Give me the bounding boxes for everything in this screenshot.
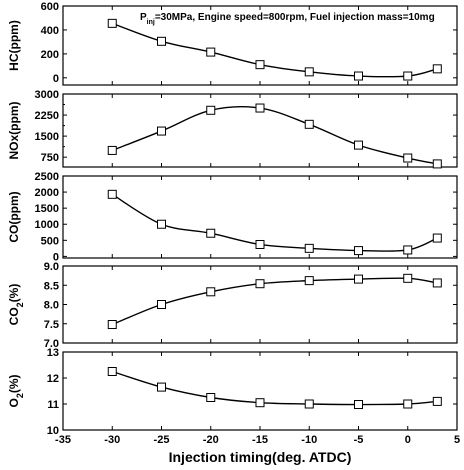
y-tick-label: 7.5: [44, 319, 59, 331]
data-point-marker: [107, 145, 117, 155]
data-point-marker: [157, 382, 166, 392]
y-tick-label: 750: [41, 152, 59, 164]
y-tick-label: 400: [41, 25, 59, 37]
y-tick-label: 12: [47, 373, 59, 385]
annotation-subscript: inj: [147, 19, 155, 26]
data-point-marker: [107, 189, 117, 199]
data-point-marker: [354, 274, 363, 284]
data-point-marker: [354, 246, 363, 256]
y-tick-label: 2000: [35, 187, 59, 199]
data-point-marker: [255, 60, 265, 70]
y-tick-label: 8.0: [44, 300, 59, 312]
data-point-marker: [304, 67, 314, 77]
data-point-marker: [304, 276, 314, 286]
y-tick-label: 1500: [35, 131, 59, 143]
data-point-marker: [255, 279, 265, 289]
x-tick-label: -35: [55, 434, 71, 446]
y-tick-label: 8.5: [44, 280, 59, 292]
data-point-marker: [157, 36, 166, 46]
x-tick-label: 0: [405, 434, 411, 446]
y-axis-label: HC(ppm): [7, 20, 21, 71]
data-point-marker: [403, 245, 413, 255]
y-axis-label-main: HC(ppm): [7, 20, 21, 71]
y-tick-label: 11: [47, 399, 59, 411]
data-point-marker: [304, 119, 314, 129]
y-tick-label: 0: [53, 251, 59, 263]
y-tick-label: 2250: [35, 110, 59, 122]
y-tick-label: 200: [41, 49, 59, 61]
y-tick-label: 1500: [35, 203, 59, 215]
data-point-marker: [206, 287, 216, 297]
x-tick-label: -10: [301, 434, 317, 446]
data-point-marker: [354, 71, 363, 81]
data-point-marker: [304, 399, 314, 409]
data-point-marker: [157, 300, 166, 309]
data-point-marker: [157, 126, 166, 136]
y-tick-label: 500: [41, 235, 59, 247]
y-axis-label: NOx(ppm): [7, 102, 21, 160]
data-point-marker: [206, 105, 216, 115]
data-point-marker: [157, 219, 166, 229]
x-tick-label: 5: [454, 434, 460, 446]
panel-frame: [62, 351, 458, 431]
y-tick-label: 0: [53, 73, 59, 85]
data-point-marker: [432, 159, 442, 169]
x-tick-label: -25: [154, 434, 170, 446]
x-tick-label: -15: [252, 434, 268, 446]
y-axis-label-main: CO(ppm): [7, 191, 21, 242]
data-point-marker: [432, 396, 442, 406]
data-point-marker: [432, 278, 442, 288]
series-line: [112, 22, 438, 78]
data-point-marker: [403, 153, 413, 163]
data-point-marker: [403, 273, 413, 283]
y-axis-label-main: NOx(ppm): [7, 102, 21, 160]
y-axis-label-main: O: [7, 398, 21, 407]
data-point-marker: [255, 398, 265, 408]
y-axis-label-main: CO: [7, 307, 21, 325]
x-tick-label: -5: [354, 434, 364, 446]
x-tick-label: -20: [203, 434, 219, 446]
annotation-p: P: [140, 12, 147, 23]
y-tick-label: 10: [47, 425, 59, 437]
annotation-text: =30MPa, Engine speed=800rpm, Fuel inject…: [155, 12, 435, 23]
data-point-marker: [403, 399, 413, 409]
data-point-marker: [206, 228, 216, 238]
y-tick-label: 7.0: [44, 338, 59, 350]
y-axis-label: CO(ppm): [7, 191, 21, 242]
data-point-marker: [107, 367, 117, 376]
data-point-marker: [206, 393, 216, 402]
data-point-marker: [107, 320, 117, 330]
data-point-marker: [255, 103, 265, 113]
data-point-marker: [304, 243, 314, 253]
data-point-marker: [354, 400, 363, 410]
condition-annotation: Pinj=30MPa, Engine speed=800rpm, Fuel in…: [140, 12, 435, 26]
x-tick-label: -30: [104, 434, 120, 446]
x-axis-title: Injection timing(deg. ATDC): [169, 449, 352, 465]
data-point-marker: [432, 233, 442, 243]
data-point-marker: [432, 64, 442, 74]
y-tick-label: 13: [47, 347, 59, 359]
y-axis-label: O2(%): [7, 374, 25, 407]
data-point-marker: [403, 71, 413, 81]
y-tick-label: 9.0: [44, 261, 59, 273]
y-tick-label: 600: [41, 1, 59, 13]
y-axis-label-unit: (%): [7, 374, 21, 393]
data-point-marker: [255, 239, 265, 249]
data-point-marker: [206, 47, 216, 57]
y-axis-label-unit: (%): [7, 284, 21, 303]
data-point-marker: [107, 18, 117, 28]
y-axis-label-subscript: 2: [15, 393, 25, 398]
data-point-marker: [354, 140, 363, 150]
y-tick-label: 1000: [35, 219, 59, 231]
y-tick-label: 2500: [35, 171, 59, 183]
y-tick-label: 3000: [35, 89, 59, 101]
y-axis-label: CO2(%): [7, 284, 25, 326]
y-axis-label-subscript: 2: [15, 302, 25, 307]
